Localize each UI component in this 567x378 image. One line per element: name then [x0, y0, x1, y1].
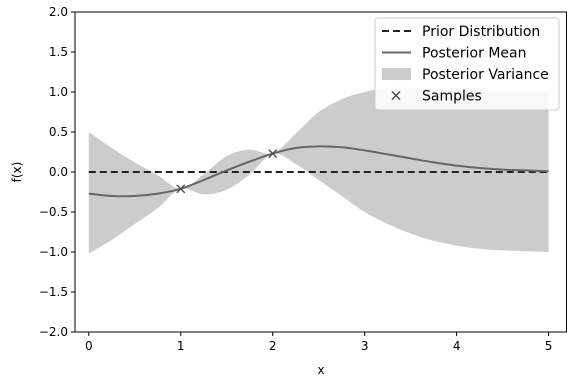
y-tick-label: −1.0 [39, 245, 68, 259]
axis-ticks: 0 1 2 3 4 5 −2.0 −1.5 −1.0 −0.5 0.0 0.5 1.0 1.5 2.0 [39, 5, 553, 353]
y-tick-label: 1.5 [49, 45, 68, 59]
x-axis-label: x [317, 363, 324, 377]
y-tick-label: −1.5 [39, 285, 68, 299]
legend-swatch [391, 91, 401, 100]
variance-band [88, 87, 549, 254]
x-tick-label: 5 [545, 339, 553, 353]
x-tick-label: 2 [269, 339, 277, 353]
y-tick-label: 0.5 [49, 125, 68, 139]
legend-entry-label: Samples [422, 89, 482, 105]
x-tick-label: 4 [453, 339, 461, 353]
sample-point [176, 184, 186, 194]
sample-marker-stroke [176, 184, 186, 194]
legend-entry-label: Prior Distribution [422, 24, 540, 40]
legend: Prior Distribution Posterior Mean Posterio… [374, 17, 560, 111]
x-tick-label: 0 [85, 339, 93, 353]
sample-point [268, 149, 278, 159]
y-tick-label: 0.0 [49, 165, 68, 179]
legend-box [374, 17, 560, 111]
y-axis-label: f(x) [10, 162, 24, 183]
legend-swatch [382, 68, 411, 80]
sample-marker-stroke [268, 149, 278, 159]
legend-entry-label: Posterior Variance [422, 67, 549, 83]
plot-area [88, 87, 549, 254]
legend-entry-label: Posterior Mean [422, 46, 526, 62]
y-tick-label: −0.5 [39, 205, 68, 219]
y-tick-label: −2.0 [39, 325, 68, 339]
x-tick-label: 1 [177, 339, 185, 353]
posterior-mean-line [88, 145, 549, 198]
y-tick-label: 2.0 [49, 5, 68, 19]
y-tick-label: 1.0 [49, 85, 68, 99]
x-tick-label: 3 [361, 339, 369, 353]
